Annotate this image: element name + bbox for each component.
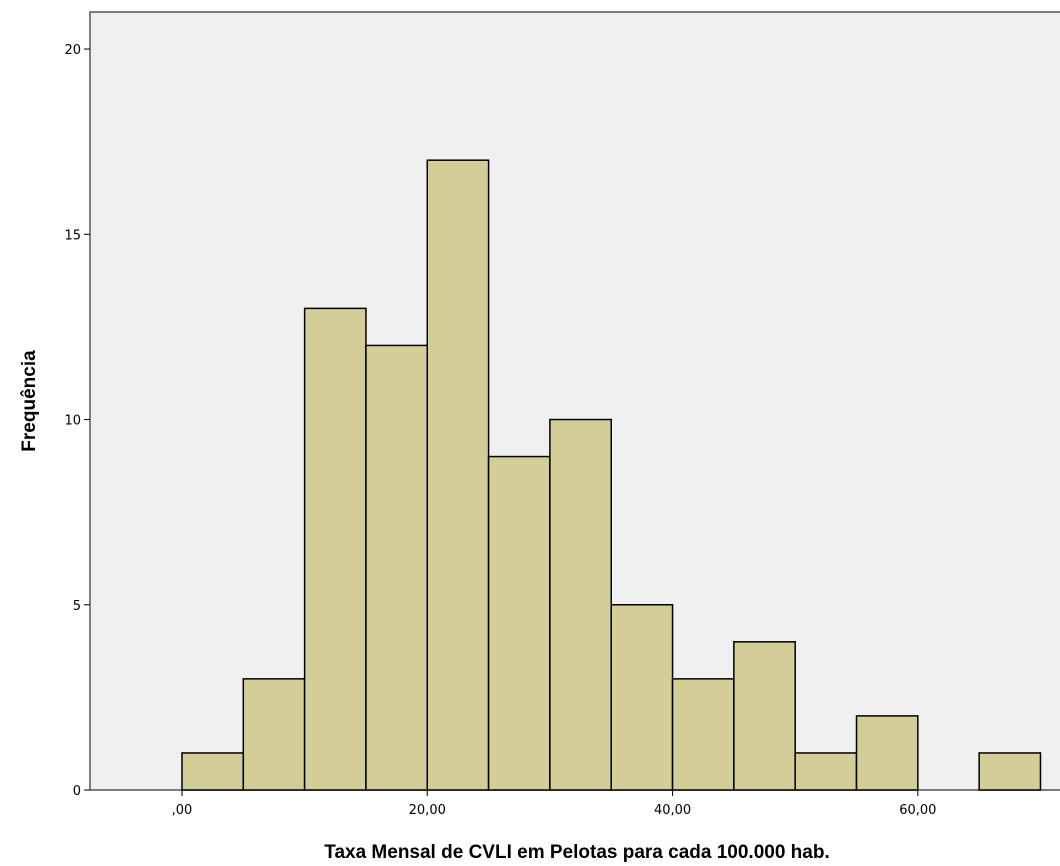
histogram-bar-3: [365, 344, 429, 791]
x-axis: ,00 20,00 40,00 60,00: [172, 790, 936, 818]
histogram-bar-12: [978, 752, 1042, 791]
histogram-bar-1: [242, 678, 306, 791]
y-tick-label-2: 10: [64, 414, 81, 429]
histogram-bar-8: [671, 678, 735, 791]
histogram-bar-5: [487, 455, 551, 791]
x-tick-label-2: 40,00: [654, 803, 691, 818]
histogram-bar-10: [794, 752, 858, 791]
histogram-bar-2: [303, 307, 367, 791]
x-axis-title: Taxa Mensal de CVLI em Pelotas para cada…: [324, 842, 830, 863]
bars-group: [181, 159, 1042, 791]
histogram-bar-4: [426, 159, 490, 791]
y-axis: 0 5 10 15 20: [64, 43, 90, 799]
y-tick-label-3: 15: [64, 228, 81, 243]
y-tick-label-4: 20: [64, 43, 81, 58]
histogram-bar-11: [855, 715, 919, 791]
histogram-bar-7: [610, 604, 674, 791]
x-tick-label-1: 20,00: [409, 803, 446, 818]
y-axis-title: Frequência: [19, 350, 40, 452]
histogram-bar-9: [733, 641, 796, 791]
histogram-bar-0: [181, 752, 245, 791]
histogram-bar-6: [549, 418, 612, 791]
x-tick-label-3: 60,00: [899, 803, 936, 818]
y-tick-label-0: 0: [73, 784, 81, 799]
x-tick-label-0: ,00: [172, 803, 193, 818]
y-tick-label-1: 5: [73, 599, 81, 614]
